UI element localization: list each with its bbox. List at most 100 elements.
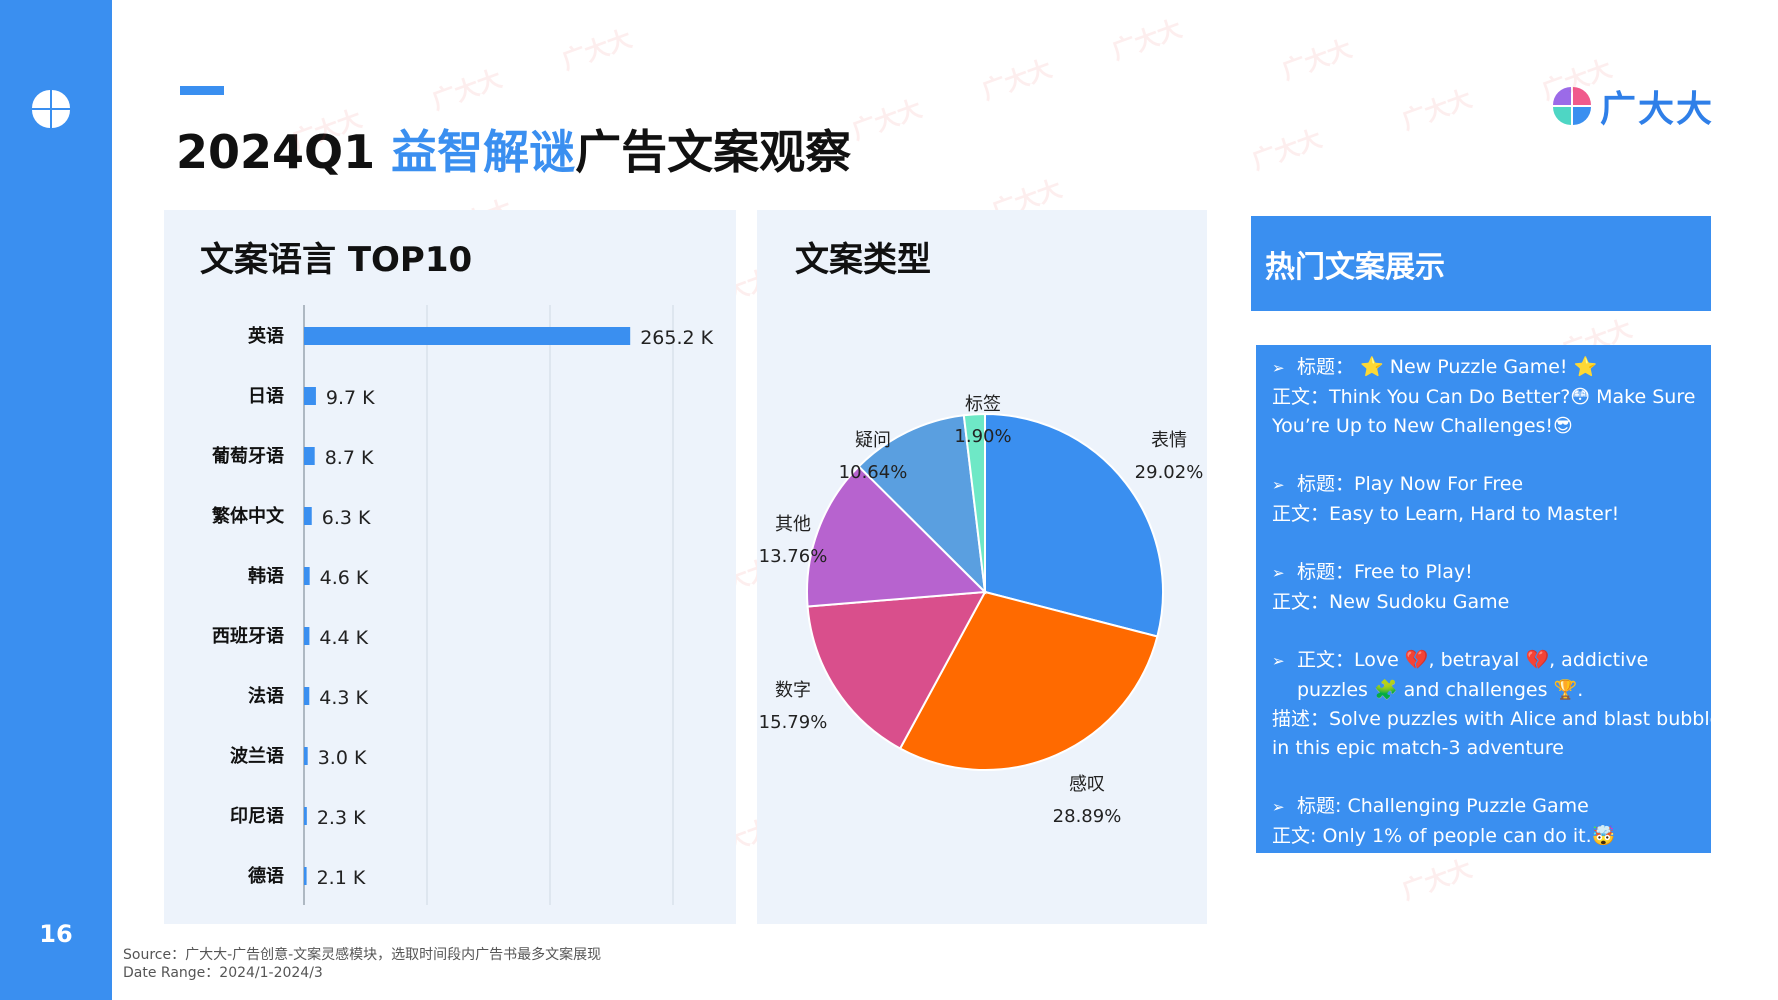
hot-copy-title: 热门文案展示: [1265, 250, 1445, 285]
pie-category-label: 其他: [775, 514, 811, 535]
brand-logo-icon: [1553, 87, 1591, 125]
bar-value-label: 4.6 K: [320, 567, 369, 589]
bar-category-label: 德语: [248, 865, 284, 887]
copy-type-pie-chart-panel: 文案类型 表情 29.02% 感叹 28.89% 数字 15.79% 其他 13.76% 疑问 1…: [757, 210, 1207, 924]
hot-copy-line: in this epic match-3 adventure: [1272, 734, 1703, 763]
hot-copy-text: 标题：Play Now For Free: [1297, 473, 1524, 495]
bar-chart-title: 文案语言 TOP10: [200, 240, 473, 280]
hot-copy-item: ➢ 标题：Free to Play! 正文：New Sudoku Game: [1272, 558, 1703, 617]
bar-value-label: 9.7 K: [326, 387, 375, 409]
watermark-text: 广大大: [1398, 84, 1476, 136]
bar-category-label: 葡萄牙语: [211, 445, 284, 467]
hot-copy-line: ➢ 标题: Challenging Puzzle Game: [1272, 792, 1703, 822]
pie-value-label: 13.76%: [759, 546, 828, 567]
bar: [304, 387, 316, 405]
hot-copy-text: 标题：Free to Play!: [1297, 561, 1473, 583]
hot-copy-line: 正文：Think You Can Do Better?😳 Make Sure: [1272, 383, 1703, 412]
watermark-text: 广大大: [1108, 14, 1186, 66]
arrow-bullet-icon: ➢: [1272, 798, 1285, 816]
pie-chart-title: 文案类型: [795, 240, 931, 280]
hot-copy-text: 正文: Only 1% of people can do it.🤯: [1272, 825, 1616, 847]
bar: [304, 807, 307, 825]
title-highlight: 益智解谜: [391, 125, 576, 179]
bar: [304, 747, 308, 765]
bar-category-label: 日语: [248, 386, 284, 407]
title-year: 2024Q1: [176, 125, 376, 179]
hot-copy-line: 正文：New Sudoku Game: [1272, 588, 1703, 617]
bar-value-label: 265.2 K: [640, 327, 713, 349]
language-bar-chart-panel: 文案语言 TOP10 英语 265.2 K 日语 9.7 K 葡萄牙语 8.7 K 繁体中文…: [164, 210, 736, 924]
pie-slice: [962, 412, 986, 593]
hot-copy-line: 描述：Solve puzzles with Alice and blast bu…: [1272, 705, 1731, 734]
hot-copy-item: ➢ 正文：Love 💔, betrayal 💔, addictive puzzles…: [1272, 646, 1731, 763]
pie-value-label: 29.02%: [1135, 462, 1204, 483]
bar: [304, 327, 631, 345]
brand-logo-icon: [32, 90, 70, 128]
pie-slice: [857, 414, 987, 595]
bar-value-label: 8.7 K: [325, 447, 374, 469]
bar-category-label: 印尼语: [230, 806, 284, 827]
brand-name: 广大大: [1600, 89, 1715, 130]
hot-copy-text: 正文：Love 💔, betrayal 💔, addictive: [1297, 649, 1649, 671]
hot-copy-line: You’re Up to New Challenges!😎: [1272, 412, 1703, 441]
watermark-text: 广大大: [428, 64, 506, 116]
bar-category-label: 法语: [248, 685, 284, 707]
page-title: 2024Q1 益智解谜广告文案观察: [176, 116, 851, 182]
language-bar-chart: 英语 265.2 K 日语 9.7 K 葡萄牙语 8.7 K 繁体中文 6.3 K 韩语 4.6 …: [211, 305, 714, 905]
pie-category-label: 疑问: [855, 430, 891, 451]
pie-slice: [984, 412, 1164, 638]
hot-copy-text: 标题: Challenging Puzzle Game: [1297, 795, 1589, 817]
bar-value-label: 4.3 K: [319, 687, 368, 709]
pie-slice: [806, 590, 987, 750]
hot-copy-line: puzzles 🧩 and challenges 🏆.: [1272, 676, 1703, 705]
hot-copy-text: puzzles 🧩 and challenges 🏆.: [1297, 679, 1584, 701]
watermark-text: 广大大: [558, 24, 636, 76]
hot-copy-text: 标题： ⭐ New Puzzle Game! ⭐: [1297, 356, 1598, 378]
hot-copy-line: ➢ 标题：Free to Play!: [1272, 558, 1703, 588]
bar-category-label: 波兰语: [230, 745, 284, 767]
hot-copy-item: ➢ 标题: Challenging Puzzle Game 正文: Only 1% …: [1272, 792, 1703, 851]
hot-copy-list: ➢ 标题： ⭐ New Puzzle Game! ⭐ 正文：Think You Ca…: [1272, 353, 1731, 851]
source-note: Source：广大大-广告创意-文案灵感模块，选取时间段内广告书最多文案展现 D…: [123, 946, 601, 982]
hot-copy-list-panel: ➢ 标题： ⭐ New Puzzle Game! ⭐ 正文：Think You Ca…: [1256, 345, 1731, 853]
bar-category-label: 韩语: [248, 565, 284, 587]
page-number: 16: [39, 920, 73, 948]
bar: [304, 567, 310, 585]
bar-category-label: 西班牙语: [212, 626, 284, 647]
watermark-text: 广大大: [1398, 854, 1476, 906]
source-line: Source：广大大-广告创意-文案灵感模块，选取时间段内广告书最多文案展现: [123, 947, 602, 963]
pie-value-label: 15.79%: [759, 712, 828, 733]
pie-value-label: 10.64%: [839, 462, 908, 483]
hot-copy-text: 正文：Think You Can Do Better?😳 Make Sure: [1272, 386, 1696, 408]
watermark-text: 广大大: [848, 94, 926, 146]
title-rest: 广告文案观察: [575, 125, 852, 179]
hot-copy-text: 正文：Easy to Learn, Hard to Master!: [1272, 503, 1620, 525]
bar-value-label: 6.3 K: [322, 507, 371, 529]
pie-slice: [806, 465, 988, 608]
watermark-text: 广大大: [1248, 124, 1326, 176]
bar-category-label: 英语: [247, 325, 284, 347]
bar: [304, 687, 310, 705]
hot-copy-line: ➢ 标题：Play Now For Free: [1272, 470, 1703, 500]
copy-type-pie-chart: 表情 29.02% 感叹 28.89% 数字 15.79% 其他 13.76% 疑问 10.64%…: [759, 394, 1204, 827]
bar: [304, 507, 312, 525]
arrow-bullet-icon: ➢: [1272, 652, 1285, 670]
pie-category-label: 感叹: [1069, 774, 1105, 795]
sidebar: 16: [0, 0, 112, 1000]
hot-copy-line: 正文: Only 1% of people can do it.🤯: [1272, 822, 1703, 851]
arrow-bullet-icon: ➢: [1272, 564, 1285, 582]
title-accent-bar: [180, 86, 224, 95]
pie-category-label: 标签: [965, 394, 1001, 415]
bar: [304, 867, 307, 885]
hot-copy-text: 正文：New Sudoku Game: [1272, 591, 1510, 613]
date-range-line: Date Range：2024/1-2024/3: [123, 965, 323, 981]
hot-copy-text: in this epic match-3 adventure: [1272, 737, 1564, 759]
arrow-bullet-icon: ➢: [1272, 476, 1285, 494]
hot-copy-header: 热门文案展示: [1251, 216, 1711, 311]
hot-copy-text: 描述：Solve puzzles with Alice and blast bu…: [1272, 708, 1732, 730]
hot-copy-text: You’re Up to New Challenges!😎: [1272, 415, 1573, 437]
pie-category-label: 表情: [1151, 430, 1187, 451]
bar: [304, 447, 315, 465]
pie-value-label: 1.90%: [954, 426, 1011, 447]
hot-copy-line: ➢ 正文：Love 💔, betrayal 💔, addictive: [1272, 646, 1703, 676]
